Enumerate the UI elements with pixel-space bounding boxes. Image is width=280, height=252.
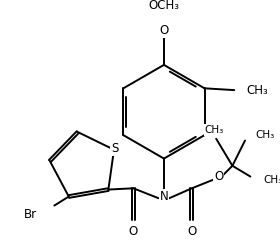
Text: S: S (111, 142, 118, 155)
Text: OCH₃: OCH₃ (148, 0, 179, 12)
Text: CH₃: CH₃ (205, 125, 224, 135)
Text: N: N (160, 190, 168, 203)
Text: CH₃: CH₃ (256, 130, 275, 140)
Text: CH₃: CH₃ (246, 84, 268, 97)
Text: Br: Br (24, 208, 37, 221)
Text: O: O (214, 170, 223, 183)
Text: CH₃: CH₃ (263, 175, 280, 185)
Text: O: O (129, 225, 138, 238)
Text: O: O (159, 24, 169, 37)
Text: O: O (187, 225, 197, 238)
